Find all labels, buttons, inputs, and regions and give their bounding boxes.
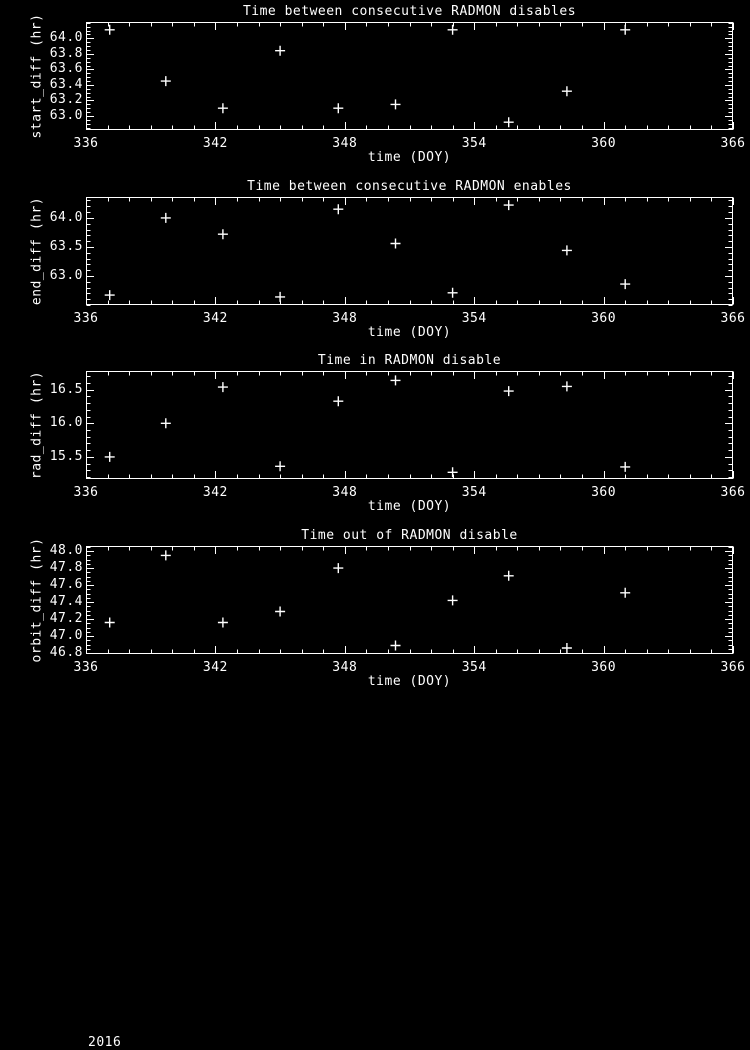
x-axis-label: time (DOY) <box>367 150 452 165</box>
x-tick-label: 348 <box>332 311 358 326</box>
data-points <box>104 375 631 478</box>
x-tick-label: 354 <box>461 485 487 500</box>
x-tick-label: 360 <box>591 311 617 326</box>
y-tick-label: 47.4 <box>49 594 83 610</box>
chart-title: Time out of RADMON disable <box>301 528 518 543</box>
chart-title: Time between consecutive RADMON enables <box>247 179 572 194</box>
plot-border <box>86 546 733 654</box>
x-tick-label: 360 <box>591 136 617 151</box>
x-tick-label: 354 <box>461 136 487 151</box>
plot-area <box>86 371 734 479</box>
x-tick-label: 366 <box>720 311 746 326</box>
x-axis-label: time (DOY) <box>367 674 452 689</box>
axis-ticks <box>86 22 734 130</box>
y-tick-label: 16.0 <box>49 415 83 431</box>
x-tick-label: 360 <box>591 660 617 675</box>
chart-start-diff: Time between consecutive RADMON disables… <box>0 4 750 165</box>
data-points <box>104 24 631 128</box>
y-tick-label: 63.6 <box>49 61 83 77</box>
plot-border <box>86 197 733 305</box>
x-tick-label: 360 <box>591 485 617 500</box>
y-tick-label: 63.8 <box>49 45 83 61</box>
plot-area <box>86 22 734 130</box>
y-tick-label: 63.2 <box>49 92 83 108</box>
y-tick-label: 64.0 <box>49 209 83 225</box>
x-tick-label: 366 <box>720 660 746 675</box>
x-tick-label: 336 <box>73 136 99 151</box>
y-tick-label: 63.5 <box>49 238 83 254</box>
chart-end-diff: Time between consecutive RADMON enables … <box>0 179 750 340</box>
x-tick-label: 336 <box>73 485 99 500</box>
x-axis-label: time (DOY) <box>367 325 452 340</box>
y-tick-label: 64.0 <box>49 30 83 46</box>
y-tick-label: 15.5 <box>49 448 83 464</box>
plot-border <box>86 22 733 130</box>
year-label: 2016 <box>88 1035 122 1050</box>
y-tick-label: 48.0 <box>49 543 83 559</box>
y-tick-label: 16.5 <box>49 381 83 397</box>
axis-ticks <box>86 197 734 306</box>
y-tick-label: 47.6 <box>49 577 83 593</box>
plot-area <box>86 197 734 306</box>
data-points <box>104 200 631 302</box>
x-tick-label: 354 <box>461 311 487 326</box>
plot-border <box>86 371 733 479</box>
y-tick-label: 47.2 <box>49 611 83 627</box>
x-tick-label: 366 <box>720 485 746 500</box>
y-tick-label: 47.8 <box>49 560 83 576</box>
chart-rad-diff: Time in RADMON disable rad_diff (hr) tim… <box>0 353 750 514</box>
x-tick-label: 342 <box>202 485 228 500</box>
y-tick-label: 63.0 <box>49 108 83 123</box>
chart-title: Time in RADMON disable <box>317 353 502 368</box>
x-tick-label: 348 <box>332 136 358 151</box>
y-tick-label: 47.0 <box>49 628 83 644</box>
chart-orbit-diff: Time out of RADMON disable orbit_diff (h… <box>0 528 750 689</box>
chart-title: Time between consecutive RADMON disables <box>242 4 577 19</box>
plot-area <box>86 546 734 654</box>
x-tick-label: 342 <box>202 660 228 675</box>
y-tick-label: 63.4 <box>49 76 83 92</box>
x-tick-label: 354 <box>461 660 487 675</box>
x-tick-label: 342 <box>202 136 228 151</box>
y-tick-label: 46.8 <box>49 645 83 661</box>
x-axis-label: time (DOY) <box>367 499 452 514</box>
data-points <box>104 550 631 653</box>
x-tick-label: 336 <box>73 660 99 675</box>
x-tick-label: 366 <box>720 136 746 151</box>
x-tick-label: 342 <box>202 311 228 326</box>
x-tick-label: 348 <box>332 485 358 500</box>
x-tick-label: 348 <box>332 660 358 675</box>
x-tick-label: 336 <box>73 311 99 326</box>
y-tick-label: 63.0 <box>49 267 83 283</box>
axis-ticks <box>86 371 734 479</box>
axis-ticks <box>86 546 734 654</box>
